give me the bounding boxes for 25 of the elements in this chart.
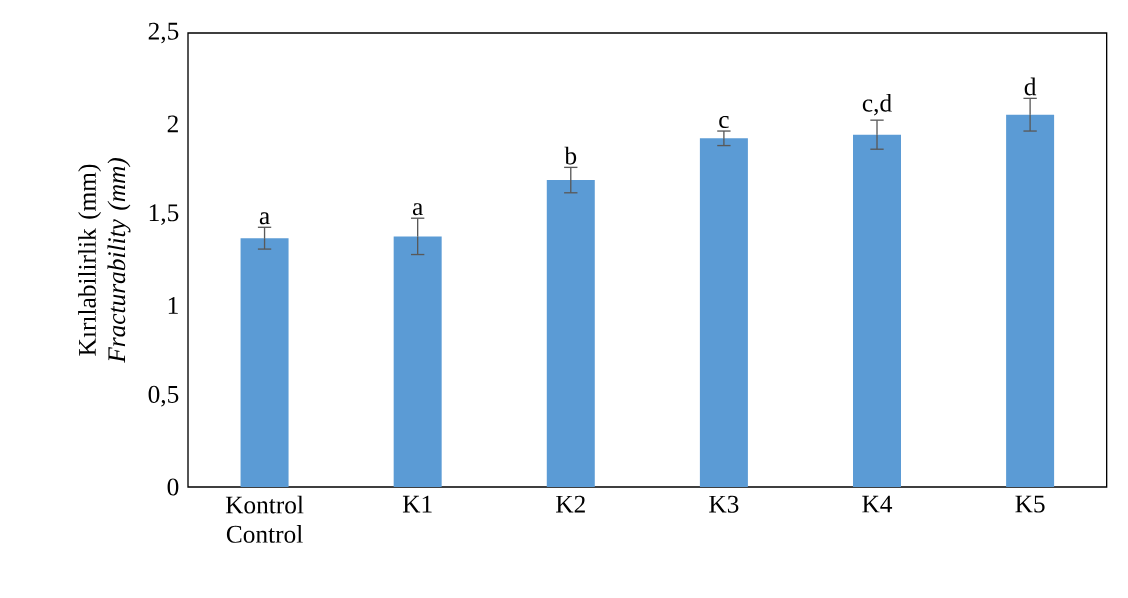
x-tick-label: K1 [402,495,432,513]
annotation: b [564,146,577,165]
y-tick-label: 1 [168,297,178,314]
y-tick-label: 0 [167,478,179,496]
annotation: d [1024,77,1037,96]
bar [1006,114,1055,487]
bar [393,236,442,487]
bar [853,134,901,487]
x-tick-label: K2 [556,495,585,513]
annotation: c,d [862,93,892,116]
x-tick-label: K4 [862,495,893,513]
annotation: a [259,212,270,225]
bar [699,138,748,487]
y-tick-label: 0,5 [148,385,179,407]
x-tick-label: K5 [1015,495,1045,513]
x-tick-label: Kontrol Control [225,495,304,543]
bar [240,238,289,487]
y-axis-title: Kırılabilirlik (mm) Fracturability (mm) [78,158,131,363]
y-tick-label: 1,5 [149,204,179,225]
bar [546,180,595,487]
x-tick-label: K3 [709,495,739,513]
annotation: c [719,115,729,129]
y-tick-label: 2,5 [148,22,179,44]
y-tick-label: 2 [167,115,178,133]
annotation: a [412,203,423,216]
